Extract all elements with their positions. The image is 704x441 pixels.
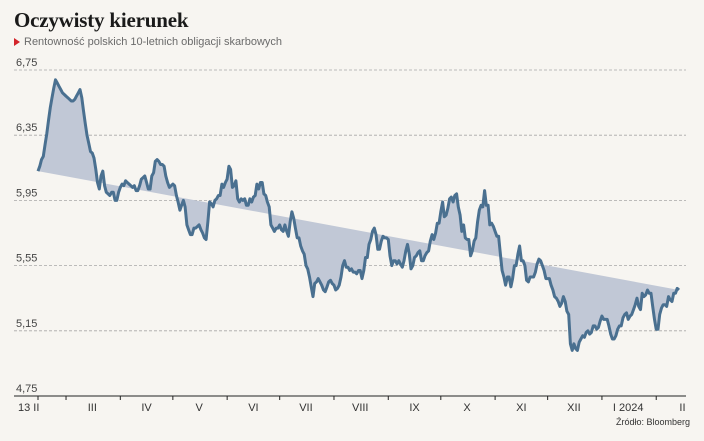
- y-tick-label: 5,95: [16, 187, 37, 199]
- yield-line: [36, 78, 680, 352]
- x-tick-label: 13 II: [18, 402, 39, 414]
- yield-area-fill: [38, 79, 679, 351]
- y-tick-label: 4,75: [16, 383, 37, 395]
- x-tick-label: II: [679, 402, 685, 414]
- x-tick-label: VII: [299, 402, 312, 414]
- x-tick-label: IX: [409, 402, 420, 414]
- chart-subtitle-text: Rentowność polskich 10-letnich obligacji…: [24, 36, 283, 48]
- x-tick-label: X: [463, 402, 471, 414]
- x-tick-label: XI: [516, 402, 526, 414]
- x-tick-label: VI: [248, 402, 258, 414]
- x-tick-label: I 2024: [613, 402, 644, 414]
- x-tick-label: III: [88, 402, 97, 414]
- x-tick-label: VIII: [352, 402, 369, 414]
- y-tick-label: 6,35: [16, 122, 37, 134]
- y-axis-ticks: 6,75 6,35 5,95 5,55 5,15 4,75: [16, 57, 37, 395]
- x-tick-label: IV: [141, 402, 152, 414]
- y-tick-label: 5,55: [16, 253, 37, 265]
- x-tick-label: V: [195, 402, 203, 414]
- chart-subtitle: Rentowność polskich 10-letnich obligacji…: [14, 36, 282, 48]
- y-tick-label: 6,75: [16, 57, 37, 69]
- y-tick-label: 5,15: [16, 318, 37, 330]
- source-note: Źródło: Bloomberg: [615, 417, 690, 427]
- x-axis-ticks: 13 II III IV V VI VII VIII IX X XI XII I 2024 II: [18, 396, 686, 414]
- x-tick-label: XII: [567, 402, 580, 414]
- chart-title: Oczywisty kierunek: [14, 8, 189, 32]
- red-triangle-icon: [14, 38, 20, 46]
